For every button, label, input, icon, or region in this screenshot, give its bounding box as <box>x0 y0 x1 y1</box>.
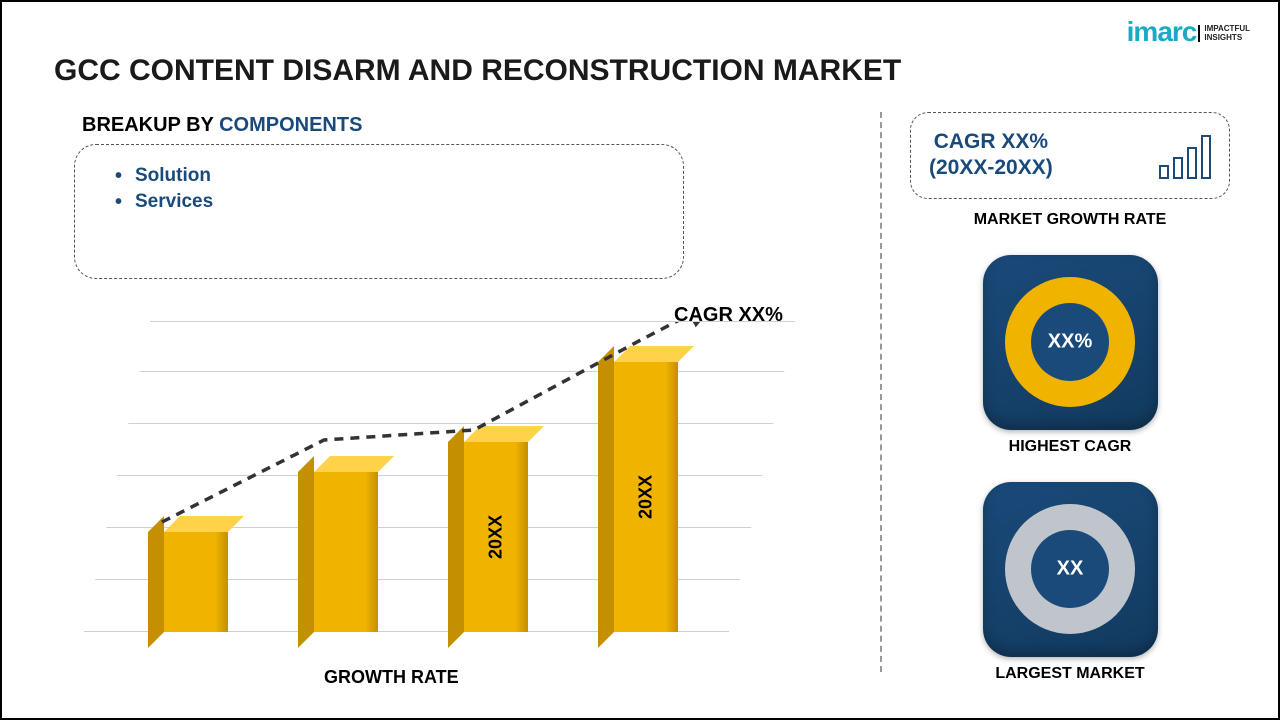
breakup-list: Solution Services <box>109 163 649 215</box>
brand-tagline: IMPACTFULINSIGHTS <box>1198 25 1250 43</box>
growth-rate-chart: 20XX20XX CAGR XX% GROWTH RATE <box>74 322 794 652</box>
breakup-heading: BREAKUP BY COMPONENTS <box>82 114 362 137</box>
largest-market-card: XX <box>983 482 1158 657</box>
cagr-line2: (20XX-20XX) <box>929 156 1053 179</box>
largest-market-label: LARGEST MARKET <box>910 665 1230 683</box>
breakup-item: Solution <box>109 163 649 189</box>
cagr-annotation: CAGR XX% <box>674 304 783 327</box>
cagr-line1: CAGR XX% <box>934 130 1048 153</box>
breakup-prefix: BREAKUP BY <box>82 114 219 136</box>
largest-market-donut: XX <box>1005 504 1135 634</box>
mini-bar-chart-icon <box>1159 131 1211 179</box>
cagr-summary-text: CAGR XX% (20XX-20XX) <box>929 129 1053 182</box>
bar-year-label: 20XX <box>636 475 657 519</box>
page-title: GCC CONTENT DISARM AND RECONSTRUCTION MA… <box>54 54 901 88</box>
largest-market-value: XX <box>1057 558 1084 581</box>
vertical-divider <box>880 112 882 672</box>
chart-bar: 20XX <box>464 442 528 632</box>
right-column: CAGR XX% (20XX-20XX) MARKET GROWTH RATE … <box>910 112 1230 709</box>
chart-axis-title: GROWTH RATE <box>324 667 459 688</box>
breakup-box: Solution Services <box>74 144 684 279</box>
highest-cagr-label: HIGHEST CAGR <box>910 438 1230 456</box>
market-growth-rate-label: MARKET GROWTH RATE <box>910 211 1230 229</box>
chart-bar: 20XX <box>614 362 678 632</box>
breakup-accent: COMPONENTS <box>219 114 362 136</box>
cagr-summary-box: CAGR XX% (20XX-20XX) <box>910 112 1230 199</box>
highest-cagr-card: XX% <box>983 255 1158 430</box>
brand-name: imarc <box>1127 16 1197 47</box>
highest-cagr-value: XX% <box>1048 331 1092 354</box>
chart-bar <box>314 472 378 632</box>
highest-cagr-donut: XX% <box>1005 277 1135 407</box>
chart-bar <box>164 532 228 632</box>
brand-logo: imarcIMPACTFULINSIGHTS <box>1127 16 1250 48</box>
bar-year-label: 20XX <box>486 515 507 559</box>
breakup-item: Services <box>109 189 649 215</box>
